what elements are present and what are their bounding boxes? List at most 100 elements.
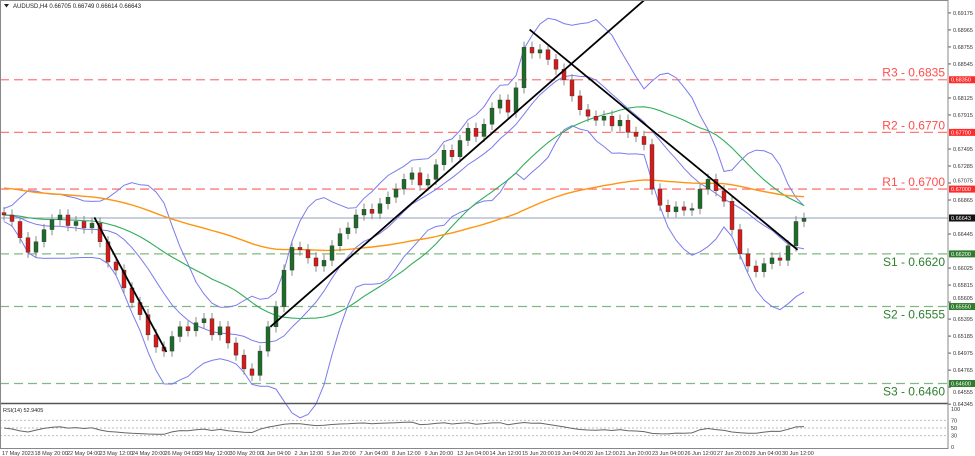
candle-bullish [377,203,383,214]
collapse-triangle-icon[interactable] [4,4,9,8]
candle-bearish [505,99,511,113]
date-label: 27 Jun 20:00 [717,451,749,456]
candle-bullish [481,124,487,137]
rsi-label: RSI(14) 52.9405 [3,408,43,414]
date-label: 18 May 20:00 [35,451,68,456]
price-tick-label: 0.65605 [953,296,973,302]
date-label: 29 May 12:00 [197,451,230,456]
candle-bullish [769,257,775,264]
candle-bullish [801,218,807,222]
candle-bearish [65,214,71,226]
candle-bullish [457,140,463,157]
price-tick-label: 0.64345 [953,402,973,408]
date-label: 8 Jun 12:00 [392,451,421,456]
candle-bullish [393,188,399,198]
candle-bearish [185,326,191,332]
candle-bearish [473,128,479,137]
candle-bullish [265,326,271,352]
candle-bullish [433,164,439,180]
date-label: 23 Jun 04:00 [652,451,684,456]
level-label-r1: R1 - 0.6700 [882,175,945,189]
price-tick-label: 0.67915 [953,113,973,119]
price-tag-label: 0.66200 [951,252,971,258]
candle-bearish [641,136,647,145]
price-tick-label: 0.64975 [953,351,973,357]
rsi-panel: 100 70 50 30 0 [0,407,960,451]
candle-bullish [513,87,519,113]
candle-bearish [9,214,15,222]
candle-bullish [705,179,711,190]
trendline[interactable] [93,217,168,353]
price-tick-label: 0.65185 [953,334,973,340]
candle-bearish [745,253,751,267]
candle-bearish [625,120,631,133]
candle-bullish [201,318,207,323]
candle-bearish [81,221,87,229]
price-tick-label: 0.67075 [953,179,973,185]
candle-bearish [665,205,671,212]
trendlines[interactable] [93,0,799,353]
candle-bearish [121,269,127,289]
symbol-info: AUDUSD,H4 0.66705 0.66749 0.66614 0.6664… [13,4,142,10]
price-tag-r3 [949,76,975,84]
candle-bearish [209,318,215,336]
price-tag-label: 0.67700 [951,130,971,136]
candle-bearish [681,206,687,211]
candle-bearish [657,188,663,206]
trendline[interactable] [529,28,799,251]
candle-bearish [737,229,743,255]
candle-bearish [577,95,583,110]
candle-bearish [585,109,591,117]
rsi-axis-label: 30 [951,434,957,440]
date-label: 19 Jun 04:00 [555,451,587,456]
candle-bullish [33,241,39,253]
moving-average-fast [3,106,805,320]
candle-bearish [297,247,303,251]
price-tick-label: 0.66865 [953,198,973,204]
candle-bullish [489,107,495,125]
candle-bullish [329,245,335,261]
candle-bullish [57,214,63,221]
price-tick-label: 0.69175 [953,11,973,17]
indicators [3,17,805,419]
price-tag-label: 0.68350 [951,78,971,84]
price-tick-label: 0.67285 [953,164,973,170]
rsi-axis-label: 50 [951,426,957,432]
price-tag-s2 [949,303,975,311]
candle-bullish [73,221,79,226]
candle-bearish [449,150,455,157]
date-label: 15 Jun 20:00 [522,451,554,456]
candle-bullish [353,214,359,229]
bollinger-lower [3,125,805,419]
candle-bearish [417,172,423,186]
current-price-tag [949,214,975,222]
price-tick-label: 0.67495 [953,147,973,153]
trendline[interactable] [269,0,645,328]
level-label-s1: S1 - 0.6620 [883,255,945,269]
date-label: 21 Jun 20:00 [620,451,652,456]
price-tag-label: 0.67000 [951,187,971,193]
date-label: 17 May 2023 [2,451,34,456]
candle-bearish [777,257,783,261]
price-tag-r1 [949,185,975,193]
candle-bearish [241,354,247,370]
moving-average-slow [3,179,805,252]
candle-bearish [25,237,31,253]
candle-bullish [177,326,183,337]
candle-bearish [145,314,151,336]
price-tick-label: 0.65815 [953,283,973,289]
candle-bearish [249,368,255,376]
candle-bullish [521,47,527,89]
candle-bullish [257,350,263,376]
candle-bearish [529,47,535,54]
candle-bullish [193,322,199,332]
price-tick-label: 0.68755 [953,45,973,51]
candle-bearish [633,132,639,137]
candle-bearish [113,261,119,271]
candle-bullish [601,115,607,121]
candle-bullish [89,222,95,229]
candle-bearish [753,265,759,272]
candle-bullish [785,245,791,261]
price-tag-s1 [949,250,975,258]
